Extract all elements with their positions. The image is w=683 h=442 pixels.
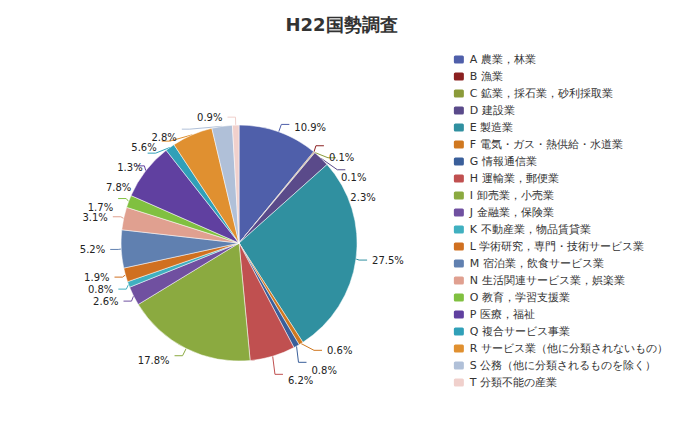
svg-text:J 金融業，保険業: J 金融業，保険業 <box>469 206 554 219</box>
svg-text:0.6%: 0.6% <box>327 345 352 356</box>
svg-text:L 学術研究，専門・技術サービス業: L 学術研究，専門・技術サービス業 <box>470 240 645 253</box>
svg-text:2.6%: 2.6% <box>93 296 118 307</box>
svg-text:R サービス業（他に分類されないもの）: R サービス業（他に分類されないもの） <box>470 342 668 355</box>
svg-text:P 医療，福祉: P 医療，福祉 <box>470 308 535 321</box>
svg-text:D 建設業: D 建設業 <box>470 104 515 117</box>
svg-text:6.2%: 6.2% <box>288 375 313 386</box>
svg-text:17.8%: 17.8% <box>138 355 170 366</box>
svg-text:1.3%: 1.3% <box>117 162 142 173</box>
svg-text:0.8%: 0.8% <box>88 284 113 295</box>
svg-text:1.9%: 1.9% <box>84 272 109 283</box>
svg-text:Q 複合サービス事業: Q 複合サービス事業 <box>470 325 570 338</box>
svg-text:C 鉱業，採石業，砂利採取業: C 鉱業，採石業，砂利採取業 <box>470 87 613 100</box>
svg-text:K 不動産業，物品賃貸業: K 不動産業，物品賃貸業 <box>470 223 591 236</box>
svg-text:H 運輸業，郵便業: H 運輸業，郵便業 <box>470 172 559 185</box>
svg-text:T 分類不能の産業: T 分類不能の産業 <box>469 376 557 389</box>
svg-text:M 宿泊業，飲食サービス業: M 宿泊業，飲食サービス業 <box>470 257 604 270</box>
svg-text:I 卸売業，小売業: I 卸売業，小売業 <box>470 189 554 202</box>
svg-text:27.5%: 27.5% <box>372 255 404 266</box>
svg-text:0.8%: 0.8% <box>311 365 336 376</box>
svg-text:1.7%: 1.7% <box>88 202 113 213</box>
svg-text:5.2%: 5.2% <box>80 244 105 255</box>
svg-text:A 農業，林業: A 農業，林業 <box>470 53 536 66</box>
svg-text:7.8%: 7.8% <box>106 182 131 193</box>
svg-text:10.9%: 10.9% <box>294 122 326 133</box>
svg-text:0.9%: 0.9% <box>197 112 222 123</box>
svg-text:N 生活関連サービス業，娯楽業: N 生活関連サービス業，娯楽業 <box>470 274 625 287</box>
svg-text:5.6%: 5.6% <box>131 142 156 153</box>
svg-text:0.1%: 0.1% <box>341 172 366 183</box>
svg-text:0.1%: 0.1% <box>329 152 354 163</box>
svg-text:E 製造業: E 製造業 <box>470 121 513 134</box>
svg-text:G 情報通信業: G 情報通信業 <box>470 155 537 168</box>
svg-text:H22国勢調査: H22国勢調査 <box>285 14 397 35</box>
svg-text:S 公務（他に分類されるものを除く）: S 公務（他に分類されるものを除く） <box>470 359 656 372</box>
svg-text:B 漁業: B 漁業 <box>470 70 503 83</box>
svg-text:O 教育，学習支援業: O 教育，学習支援業 <box>470 291 570 304</box>
svg-text:2.3%: 2.3% <box>350 192 375 203</box>
svg-text:F 電気・ガス・熱供給・水道業: F 電気・ガス・熱供給・水道業 <box>470 138 623 151</box>
svg-text:2.8%: 2.8% <box>151 132 176 143</box>
svg-text:3.1%: 3.1% <box>82 212 107 223</box>
